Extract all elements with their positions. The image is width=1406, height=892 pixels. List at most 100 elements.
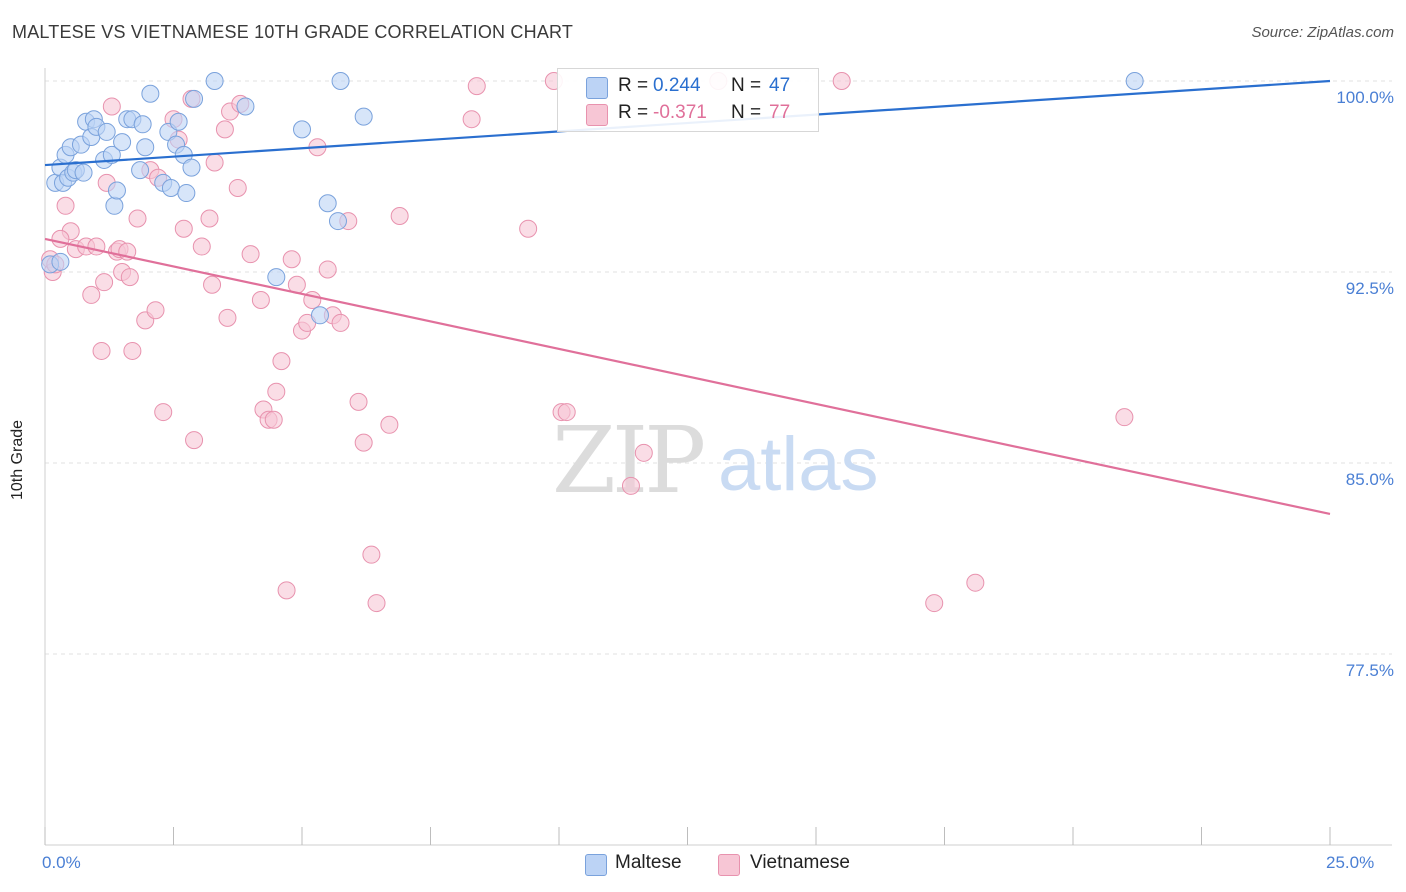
vietnamese-point — [102, 97, 121, 116]
vietnamese-legend-label: Vietnamese — [750, 852, 850, 873]
vietnamese-point — [634, 443, 653, 462]
vietnamese-point — [354, 433, 373, 452]
maltese-point — [169, 112, 188, 131]
x-tick-right: 25.0% — [1326, 853, 1375, 872]
y-tick-label: 92.5% — [1345, 279, 1394, 298]
vietnamese-point — [318, 260, 337, 279]
vietnamese-point — [966, 573, 985, 592]
legend-r-label: R = — [618, 102, 649, 123]
vietnamese-point — [154, 403, 173, 422]
maltese-point — [133, 115, 152, 134]
maltese-point — [161, 178, 180, 197]
correlation-legend: R = 0.244 N = 47 R = -0.371 N = 77 — [557, 68, 819, 132]
legend-n-value: 77 — [769, 102, 791, 123]
vietnamese-point — [228, 178, 247, 197]
maltese-legend-label: Maltese — [615, 852, 682, 873]
maltese-point — [131, 161, 150, 180]
vietnamese-point — [215, 120, 234, 139]
vietnamese-swatch — [586, 104, 608, 126]
maltese-point — [354, 107, 373, 126]
vietnamese-point — [82, 285, 101, 304]
x-tick-left: 0.0% — [42, 853, 81, 872]
maltese-point — [328, 212, 347, 231]
vietnamese-point — [251, 291, 270, 310]
vietnamese-point — [462, 110, 481, 129]
vietnamese-point — [282, 250, 301, 269]
vietnamese-point — [146, 301, 165, 320]
y-tick-label: 85.0% — [1345, 470, 1394, 489]
y-axis-label: 10th Grade — [9, 419, 26, 501]
vietnamese-point — [832, 72, 851, 90]
maltese-point — [136, 138, 155, 157]
legend-row-vietnamese: R = -0.371 N = 77 — [558, 100, 818, 128]
y-tick-label: 100.0% — [1336, 88, 1394, 107]
vietnamese-point — [205, 153, 224, 172]
watermark-atlas: atlas — [718, 422, 879, 507]
vietnamese-point — [331, 313, 350, 332]
legend-r-label: R = — [618, 75, 649, 96]
legend-r-value: -0.371 — [653, 102, 707, 123]
vietnamese-point — [92, 341, 111, 360]
watermark: ZIP atlas — [552, 407, 879, 514]
maltese-point — [102, 145, 121, 164]
maltese-point — [107, 181, 126, 200]
legend-r-value: 0.244 — [653, 75, 701, 96]
maltese-point — [318, 194, 337, 213]
vietnamese-point — [467, 77, 486, 96]
legend-n-label: N = — [731, 75, 762, 96]
vietnamese-point — [95, 273, 114, 292]
maltese-point — [267, 268, 286, 287]
legend-row-maltese: R = 0.244 N = 47 — [558, 73, 818, 101]
maltese-point — [177, 184, 196, 203]
axes — [44, 68, 1392, 846]
vietnamese-point — [362, 545, 381, 564]
vietnamese-point — [128, 209, 147, 228]
vietnamese-point — [51, 229, 70, 248]
maltese-point — [141, 84, 160, 103]
maltese-point — [331, 72, 350, 90]
vietnamese-point — [87, 237, 106, 256]
watermark-zip: ZIP — [552, 407, 703, 514]
vietnamese-point — [367, 594, 386, 613]
vietnamese-point — [174, 219, 193, 238]
vietnamese-point — [380, 415, 399, 434]
vietnamese-point — [349, 392, 368, 411]
vietnamese-point — [241, 245, 260, 264]
maltese-point — [236, 97, 255, 116]
maltese-point — [185, 89, 204, 108]
vietnamese-point — [56, 196, 75, 215]
maltese-point — [293, 120, 311, 139]
vietnamese-point — [277, 581, 296, 600]
maltese-point — [310, 306, 329, 325]
maltese-legend-swatch — [585, 854, 607, 876]
vietnamese-point — [120, 268, 139, 287]
vietnamese-point — [390, 206, 409, 225]
maltese-swatch — [586, 77, 608, 99]
maltese-point — [97, 122, 116, 141]
vietnamese-point — [192, 237, 211, 256]
maltese-point — [1125, 72, 1144, 90]
maltese-point — [74, 163, 93, 182]
vietnamese-point — [557, 403, 576, 422]
maltese-point — [113, 133, 132, 152]
vietnamese-point — [185, 431, 204, 450]
vietnamese-point — [264, 410, 283, 429]
data-points — [41, 72, 1144, 613]
legend-n-value: 47 — [769, 75, 791, 96]
y-tick-label: 77.5% — [1345, 661, 1394, 680]
vietnamese-legend-swatch — [718, 854, 740, 876]
maltese-point — [105, 196, 124, 215]
source-label: Source: ZipAtlas.com — [1251, 24, 1394, 41]
vietnamese-point — [267, 382, 286, 401]
vietnamese-point — [200, 209, 219, 228]
vietnamese-point — [519, 219, 538, 238]
vietnamese-point — [203, 275, 222, 294]
vietnamese-point — [218, 308, 237, 327]
maltese-point — [205, 72, 224, 90]
maltese-point — [182, 158, 201, 177]
vietnamese-point — [123, 341, 142, 360]
vietnamese-trend-line — [44, 237, 1331, 516]
grid-lines — [45, 80, 1392, 655]
vietnamese-point — [925, 594, 944, 613]
